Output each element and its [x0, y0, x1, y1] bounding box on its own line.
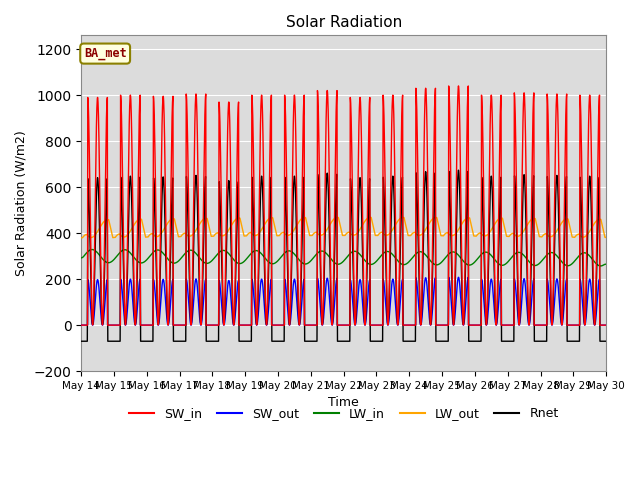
- Y-axis label: Solar Radiation (W/m2): Solar Radiation (W/m2): [15, 131, 28, 276]
- Legend: SW_in, SW_out, LW_in, LW_out, Rnet: SW_in, SW_out, LW_in, LW_out, Rnet: [124, 402, 564, 425]
- Text: BA_met: BA_met: [84, 47, 127, 60]
- Title: Solar Radiation: Solar Radiation: [285, 15, 402, 30]
- X-axis label: Time: Time: [328, 396, 359, 409]
